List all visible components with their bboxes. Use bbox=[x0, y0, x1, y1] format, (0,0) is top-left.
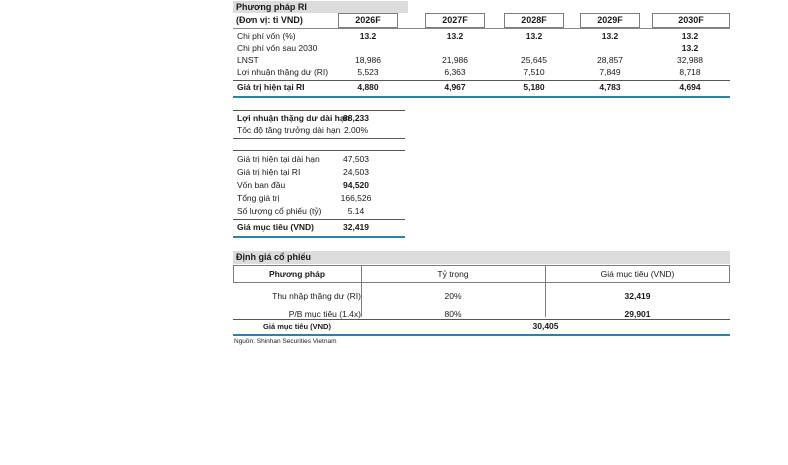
unit-label: (Đơn vị: tỉ VND) bbox=[236, 15, 303, 25]
longterm-bottom-rule bbox=[233, 138, 405, 139]
cell-value: 18,986 bbox=[355, 55, 381, 65]
table-row: Lợi nhuận thặng dư (RI) 5,523 6,363 7,51… bbox=[0, 67, 788, 78]
year-header-2026: 2026F bbox=[338, 13, 398, 28]
table-row: Vốn ban đầu 94,520 bbox=[0, 180, 420, 191]
table-row: Thu nhập thặng dư (RI) 20% 32,419 bbox=[0, 291, 788, 302]
table-row: LNST 18,986 21,986 25,645 28,857 32,988 bbox=[0, 55, 788, 66]
header-method: Phương pháp bbox=[268, 269, 326, 279]
table-row: Tốc độ tăng trưởng dài hạn 2.00% bbox=[0, 125, 420, 136]
table-row: Chi phí vốn sau 2030 13.2 bbox=[0, 43, 788, 54]
weight-value: 20% bbox=[444, 291, 462, 301]
cell-value: 5,180 bbox=[523, 82, 545, 92]
col-divider bbox=[361, 265, 362, 317]
table-row: Lợi nhuận thặng dư dài hạn 88,233 bbox=[0, 113, 420, 124]
header-target: Giá mục tiêu (VND) bbox=[600, 269, 675, 279]
ri-section-title: Phương pháp RI bbox=[233, 1, 408, 13]
cell-value: 7,849 bbox=[599, 67, 621, 77]
row-label: Giá mục tiêu (VND) bbox=[237, 222, 314, 232]
table-row-total: Giá mục tiêu (VND) 32,419 bbox=[0, 222, 420, 233]
table-row: P/B mục tiêu (1.4x) 80% 29,901 bbox=[0, 309, 788, 320]
table-row: Chi phí vốn (%) 13.2 13.2 13.2 13.2 13.2 bbox=[0, 31, 788, 42]
row-label: Tốc độ tăng trưởng dài hạn bbox=[237, 125, 341, 135]
row-label: Giá trị hiện tại RI bbox=[237, 167, 301, 177]
cell-value: 24,503 bbox=[343, 167, 369, 177]
cell-value: 28,857 bbox=[597, 55, 623, 65]
source-note: Nguồn: Shinhan Securities Vietnam bbox=[234, 338, 337, 345]
valuation-total-divider bbox=[233, 319, 730, 320]
header-weight: Tỷ trọng bbox=[437, 269, 469, 279]
ri-header-divider bbox=[233, 28, 730, 29]
cell-value: 4,967 bbox=[444, 82, 466, 92]
table-row: Giá trị hiện tại RI 24,503 bbox=[0, 167, 420, 178]
ri-bottom-rule bbox=[233, 96, 730, 98]
cell-value: 94,520 bbox=[343, 180, 369, 190]
row-label: Giá trị hiện tại RI bbox=[237, 82, 305, 92]
row-label: Số lượng cổ phiếu (tỷ) bbox=[237, 206, 322, 216]
cell-value: 32,988 bbox=[677, 55, 703, 65]
target-value: 32,419 bbox=[624, 291, 651, 301]
cell-value: 6,363 bbox=[444, 67, 466, 77]
row-label: Giá trị hiện tại dài hạn bbox=[237, 154, 320, 164]
row-label: Lợi nhuận thặng dư (RI) bbox=[237, 67, 329, 77]
cell-value: 4,880 bbox=[357, 82, 379, 92]
cell-value: 8,718 bbox=[679, 67, 701, 77]
total-label: Giá mục tiêu (VND) bbox=[263, 322, 331, 331]
cell-value: 4,783 bbox=[599, 82, 621, 92]
cell-value: 13.2 bbox=[681, 31, 699, 41]
cell-value: 4,694 bbox=[679, 82, 701, 92]
summary-bottom-rule bbox=[233, 236, 405, 238]
year-header-2030: 2030F bbox=[652, 13, 730, 28]
row-label: LNST bbox=[237, 55, 259, 65]
stock-valuation-title: Định giá cổ phiếu bbox=[233, 251, 730, 264]
cell-value: 13.2 bbox=[681, 43, 699, 53]
stock-valuation-header bbox=[233, 265, 730, 283]
cell-value: 47,503 bbox=[343, 154, 369, 164]
row-label: Chi phí vốn sau 2030 bbox=[237, 43, 318, 53]
cell-value: 13.2 bbox=[525, 31, 543, 41]
year-header-2029: 2029F bbox=[580, 13, 640, 28]
table-row-total: Giá trị hiện tại RI 4,880 4,967 5,180 4,… bbox=[0, 82, 788, 93]
table-row: Số lượng cổ phiếu (tỷ) 5.14 bbox=[0, 206, 420, 217]
col-divider bbox=[545, 265, 546, 317]
longterm-top-rule bbox=[233, 110, 405, 111]
total-value: 30,405 bbox=[532, 321, 559, 331]
year-header-2028: 2028F bbox=[504, 13, 564, 28]
valuation-bottom-rule bbox=[233, 334, 730, 336]
target-value: 29,901 bbox=[624, 309, 651, 319]
cell-value: 21,986 bbox=[442, 55, 468, 65]
cell-value: 5.14 bbox=[347, 206, 365, 216]
cell-value: 7,510 bbox=[523, 67, 545, 77]
cell-value: 13.2 bbox=[359, 31, 377, 41]
cell-value: 13.2 bbox=[446, 31, 464, 41]
cell-value: 25,645 bbox=[521, 55, 547, 65]
row-label: Chi phí vốn (%) bbox=[237, 31, 296, 41]
row-label: Vốn ban đầu bbox=[237, 180, 286, 190]
table-row-total: Giá mục tiêu (VND) 30,405 bbox=[0, 321, 788, 332]
weight-value: 80% bbox=[444, 309, 462, 319]
cell-value: 5,523 bbox=[357, 67, 379, 77]
table-row: Tổng giá trị 166,526 bbox=[0, 193, 420, 204]
ri-total-divider bbox=[233, 80, 730, 81]
table-row: Giá trị hiện tại dài hạn 47,503 bbox=[0, 154, 420, 165]
summary-top-rule bbox=[233, 150, 405, 151]
method-label: Thu nhập thặng dư (RI) bbox=[272, 291, 361, 301]
cell-value: 2.00% bbox=[343, 125, 369, 135]
cell-value: 32,419 bbox=[343, 222, 369, 232]
row-label: Lợi nhuận thặng dư dài hạn bbox=[237, 113, 350, 123]
method-label: P/B mục tiêu (1.4x) bbox=[288, 309, 361, 319]
row-label: Tổng giá trị bbox=[237, 193, 280, 203]
cell-value: 166,526 bbox=[340, 193, 372, 203]
cell-value: 13.2 bbox=[601, 31, 619, 41]
summary-total-divider bbox=[233, 219, 405, 220]
cell-value: 88,233 bbox=[343, 113, 369, 123]
year-header-2027: 2027F bbox=[425, 13, 485, 28]
